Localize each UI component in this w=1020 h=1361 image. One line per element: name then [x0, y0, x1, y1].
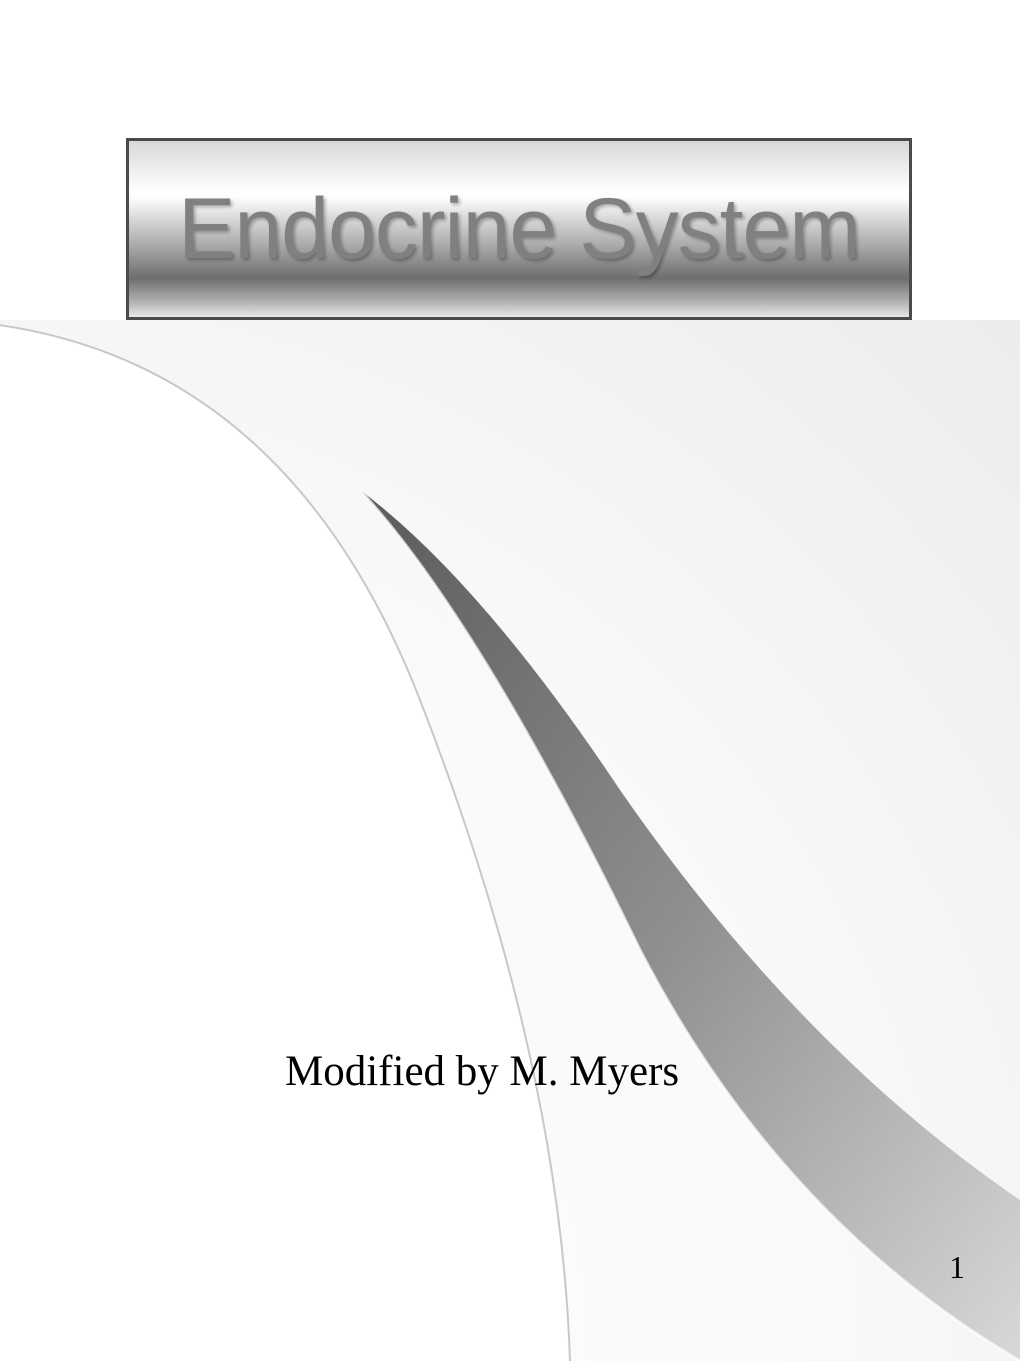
title-bar: Endocrine System: [126, 138, 912, 320]
slide-container: Endocrine System Modified by M. Myers 1: [0, 0, 1020, 1361]
page-number: 1: [949, 1249, 965, 1286]
slide-title: Endocrine System: [178, 180, 860, 279]
author-text: Modified by M. Myers: [285, 1047, 679, 1096]
